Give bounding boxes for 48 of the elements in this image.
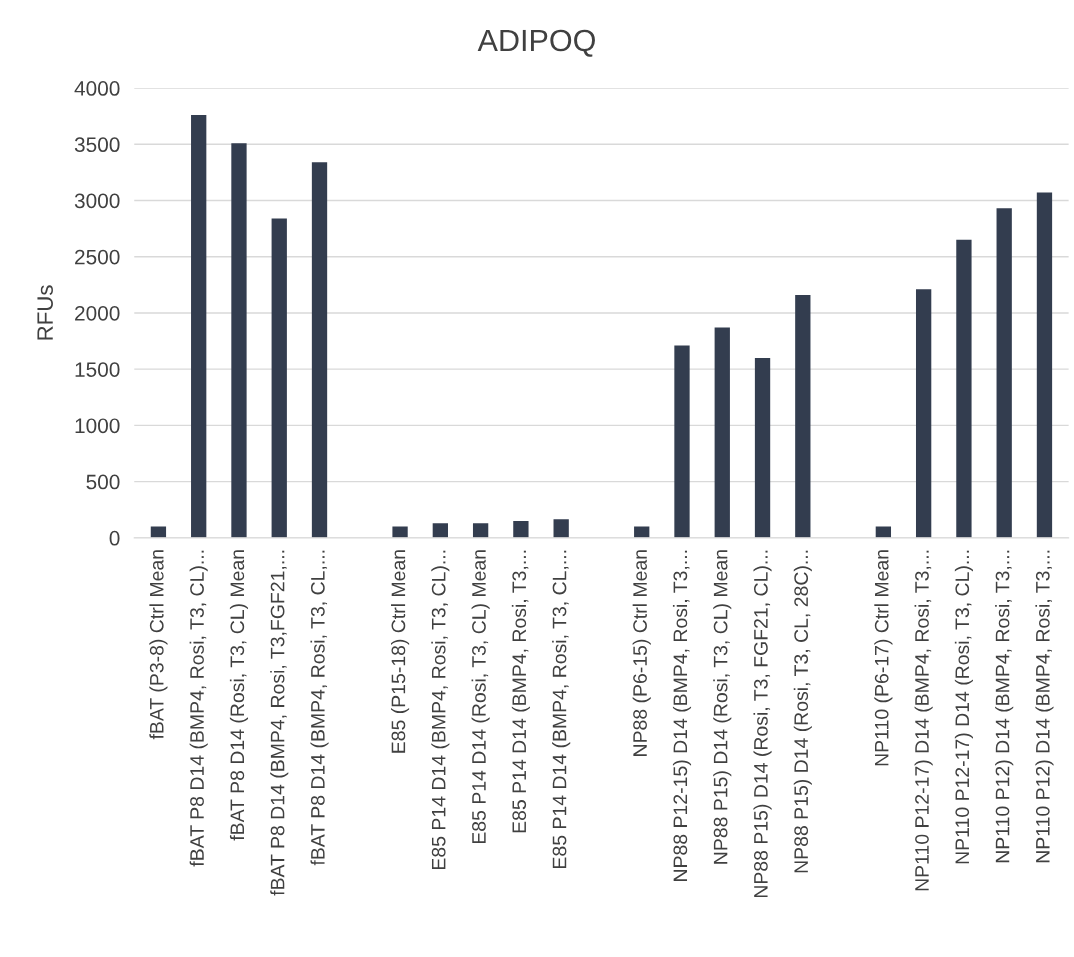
bar bbox=[553, 519, 569, 538]
bar bbox=[191, 115, 207, 538]
bar bbox=[956, 239, 972, 538]
x-tick-label: fBAT P8 D14 (BMP4, Rosi, T3, CL)... bbox=[189, 550, 208, 867]
x-tick-label: NP88 (P6-15) Ctrl Mean bbox=[632, 550, 651, 756]
y-tick-label: 1000 bbox=[75, 418, 120, 434]
x-tick-label: NP110 P12-17) D14 (Rosi, T3, CL)... bbox=[954, 550, 973, 864]
bar bbox=[714, 327, 730, 538]
bar bbox=[392, 526, 408, 538]
x-tick-label: NP88 P12-15) D14 (BMP4, Rosi, T3,... bbox=[672, 550, 692, 881]
y-tick-label: 2500 bbox=[75, 249, 120, 265]
chart-title: ADIPOQ bbox=[477, 29, 595, 57]
y-tick-label: 500 bbox=[86, 474, 120, 490]
x-tick-label: E85 P14 D14 (BMP4, Rosi, T3, CL)... bbox=[431, 550, 450, 870]
x-tick-label: NP110 P12-17) D14 (BMP4, Rosi, T3,... bbox=[914, 550, 933, 891]
y-axis-title: RFUs bbox=[37, 285, 53, 340]
x-tick-label: NP88 P15) D14 (Rosi, T3, CL) Mean bbox=[713, 550, 732, 864]
bar bbox=[795, 294, 811, 538]
x-tick-label: fBAT (P3-8) Ctrl Mean bbox=[149, 550, 168, 740]
bar bbox=[674, 345, 690, 538]
x-tick-label: E85 P14 D14 (BMP4, Rosi, T3,... bbox=[511, 550, 530, 833]
x-tick-label: E85 (P15-18) Ctrl Mean bbox=[391, 550, 410, 753]
x-tick-label: fBAT P8 D14 (BMP4, Rosi, T3, CL,... bbox=[310, 550, 329, 866]
y-tick-label: 1500 bbox=[75, 362, 120, 377]
y-tick-label: 2000 bbox=[75, 305, 120, 321]
bar bbox=[915, 289, 932, 538]
x-tick-label: E85 P14 D14 (Rosi, T3, CL) Mean bbox=[471, 550, 490, 844]
x-tick-label: E85 P14 D14 (BMP4, Rosi, T3, CL,... bbox=[552, 550, 571, 868]
bar bbox=[513, 520, 529, 538]
y-tick-label: 0 bbox=[109, 530, 120, 546]
y-tick-label: 4000 bbox=[74, 81, 120, 96]
bar bbox=[996, 208, 1012, 538]
bar bbox=[311, 162, 328, 538]
y-tick-label: 3000 bbox=[74, 193, 120, 209]
bar bbox=[432, 523, 448, 538]
x-tick-label: NP110 P12) D14 (BMP4, Rosi, T3,... bbox=[1035, 550, 1054, 863]
bar bbox=[754, 357, 771, 538]
x-tick-label: NP110 (P6-17) Ctrl Mean bbox=[874, 550, 893, 766]
x-tick-label: NP88 P15) D14 (Rosi, T3, CL, 28C)... bbox=[793, 550, 812, 873]
x-tick-label: fBAT P8 D14 (Rosi, T3, CL) Mean bbox=[229, 550, 249, 841]
bar bbox=[1036, 192, 1053, 538]
x-tick-label: NP110 P12) D14 (BMP4, Rosi, T3,... bbox=[995, 550, 1014, 863]
y-tick-label: 3500 bbox=[74, 137, 120, 153]
bar bbox=[231, 143, 247, 538]
bar bbox=[271, 218, 287, 538]
x-tick-label: fBAT P8 D14 (BMP4, Rosi, T3,FGF21,... bbox=[270, 550, 289, 896]
x-tick-label: NP88 P15) D14 (Rosi, T3, FGF21, CL)... bbox=[753, 550, 772, 898]
bar bbox=[472, 523, 489, 538]
